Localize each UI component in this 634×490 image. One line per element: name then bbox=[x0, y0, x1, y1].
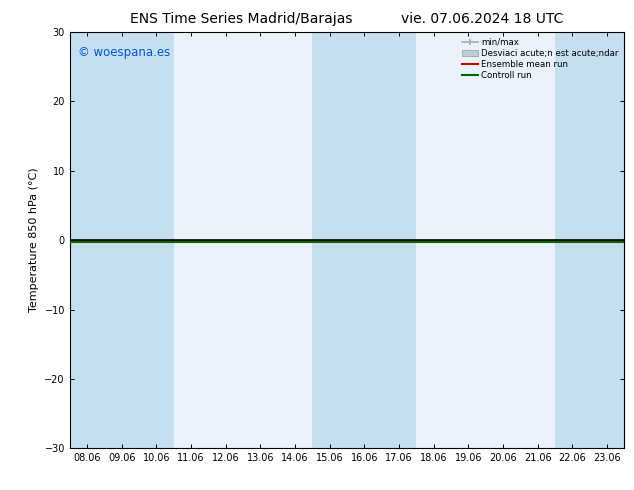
Bar bbox=[555, 32, 590, 448]
Text: vie. 07.06.2024 18 UTC: vie. 07.06.2024 18 UTC bbox=[401, 12, 563, 26]
Bar bbox=[70, 32, 105, 448]
Bar bbox=[590, 32, 624, 448]
Bar bbox=[105, 32, 139, 448]
Bar bbox=[347, 32, 382, 448]
Text: © woespana.es: © woespana.es bbox=[78, 47, 171, 59]
Text: ENS Time Series Madrid/Barajas: ENS Time Series Madrid/Barajas bbox=[130, 12, 352, 26]
Legend: min/max, Desviaci acute;n est acute;ndar, Ensemble mean run, Controll run: min/max, Desviaci acute;n est acute;ndar… bbox=[460, 36, 620, 82]
Bar bbox=[313, 32, 347, 448]
Bar bbox=[139, 32, 174, 448]
Bar bbox=[382, 32, 417, 448]
Y-axis label: Temperature 850 hPa (°C): Temperature 850 hPa (°C) bbox=[29, 168, 39, 313]
